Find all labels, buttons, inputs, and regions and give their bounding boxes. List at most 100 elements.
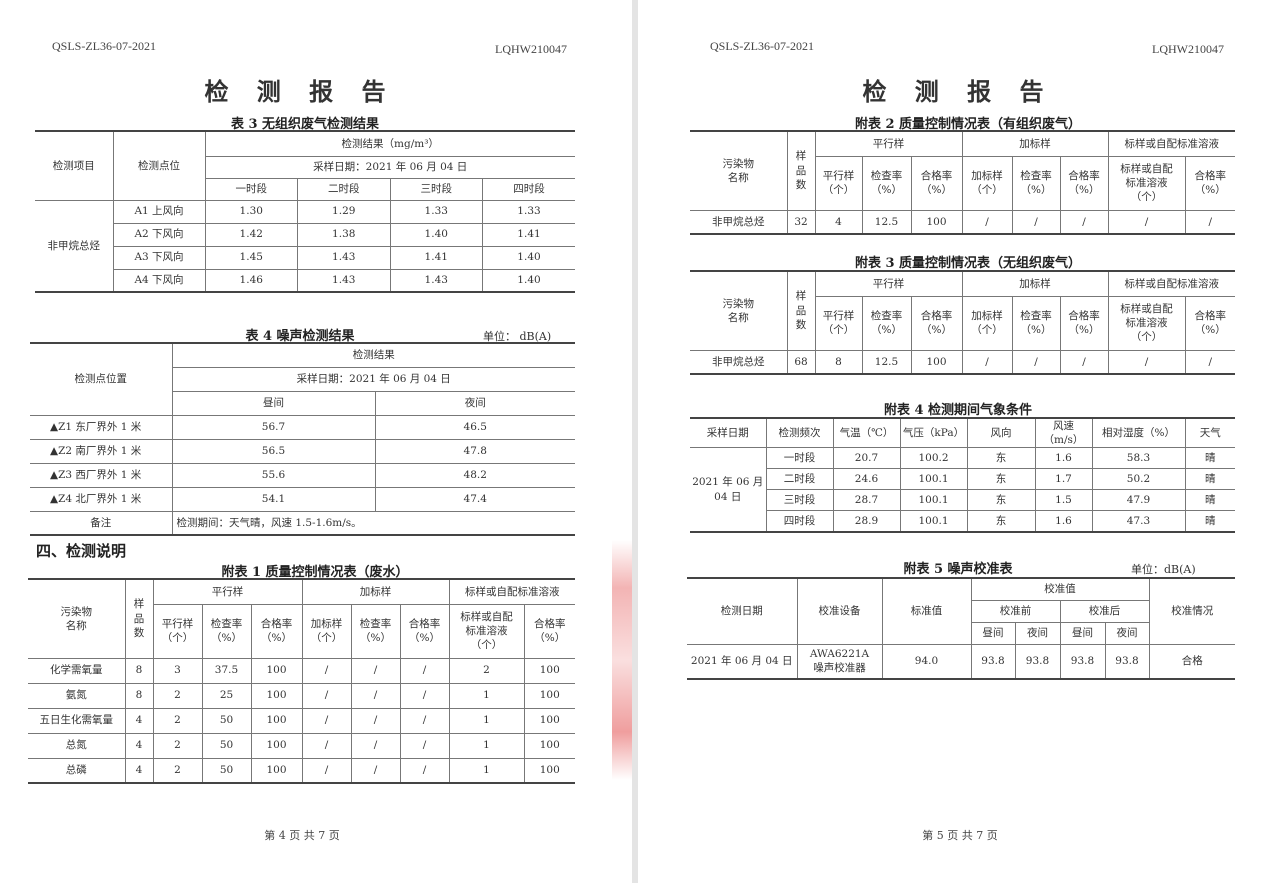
cell: / <box>350 732 401 759</box>
cell: 32 <box>786 209 816 235</box>
cell: / <box>399 707 450 734</box>
cell: 100.1 <box>899 510 968 533</box>
appendix3-title: 附表 3 质量控制情况表（无组织废气） <box>854 256 1082 271</box>
cell-value: 1.38 <box>297 222 391 247</box>
cell-day: 56.7 <box>171 414 376 440</box>
cell: / <box>399 757 450 784</box>
cell: 东 <box>966 510 1036 533</box>
table-row: 非甲烷总烃 32 4 12.5 100// / / / <box>690 209 1235 235</box>
cell: 4 <box>124 757 154 784</box>
header-standard: 标样或自配标准溶液 <box>1107 130 1235 157</box>
cell: / <box>1107 349 1186 375</box>
cell: 100 <box>250 707 303 734</box>
cell: 1 <box>448 732 525 759</box>
cell: 100 <box>523 682 575 709</box>
header-date: 检测日期 <box>687 577 798 645</box>
cell: 100 <box>523 757 575 784</box>
header-item: 检测项目 <box>35 130 114 201</box>
appendix3-qc-unorganized-gas: 污染物 名称样 品 数平行样 加标样 标样或自配标准溶液 平行样 （个） 检查率 （%）… <box>690 270 1235 375</box>
document-code: QSLS-ZL36-07-2021 <box>52 39 156 53</box>
header-calibration: 校准值 <box>970 577 1150 601</box>
cell: 8 <box>124 657 154 684</box>
cell: 20.7 <box>832 447 901 470</box>
cell: 100 <box>910 349 963 375</box>
report-page-5: QSLS-ZL36-07-2021 LQHW210047 检 测 报 告 附表 … <box>638 0 1280 883</box>
cell-value: 1.43 <box>297 245 391 270</box>
table-row: 2021 年 06 月 04 日 AWA6221A 噪声校准器 94.0 93.… <box>687 643 1235 680</box>
cell: 1.6 <box>1034 447 1093 470</box>
cell-value: 1.46 <box>204 268 298 293</box>
cell: 8 <box>124 682 154 709</box>
header-period: 二时段 <box>297 177 391 201</box>
cell: 1.7 <box>1034 468 1093 491</box>
page-title: 检 测 报 告 <box>862 77 1054 106</box>
header-pass-rate: 合格率 （%） <box>1059 295 1109 351</box>
cell: / <box>350 657 401 684</box>
header-standard: 标样或自配标准溶液 <box>1107 270 1235 297</box>
table-row: 总氮 4 2 50 100///1 100 <box>28 732 575 759</box>
cell: 总氮 <box>28 732 126 759</box>
cell: / <box>301 707 352 734</box>
cell: 一时段 <box>765 447 834 470</box>
header-samples: 样 品 数 <box>786 130 816 211</box>
page-gutter <box>632 0 638 883</box>
document-code: QSLS-ZL36-07-2021 <box>710 39 814 53</box>
cell: 晴 <box>1184 447 1235 470</box>
cell-point: ▲Z4 北厂界外 1 米 <box>30 486 173 512</box>
header-col: 采样日期 <box>690 417 767 449</box>
header-check-rate: 检查率 （%） <box>201 603 252 659</box>
header-col: 相对湿度（%） <box>1091 417 1186 449</box>
header-parallel-count: 平行样 （个） <box>815 155 863 211</box>
table-row: 2021 年 06 月 04 日一时段 20.7 100.2 东 1.6 58.3 晴 <box>690 447 1235 533</box>
cell: 12.5 <box>861 349 912 375</box>
header-spike: 加标样 <box>301 578 450 605</box>
cell: 25 <box>201 682 252 709</box>
cell: / <box>1011 209 1061 235</box>
table4-unit: 单位： dB(A) <box>483 330 552 343</box>
cell-point: ▲Z1 东厂界外 1 米 <box>30 414 173 440</box>
report-number: LQHW210047 <box>495 42 567 56</box>
header-result: 校准情况 <box>1148 577 1235 645</box>
cell: 37.5 <box>201 657 252 684</box>
cell-day: 56.5 <box>171 438 376 464</box>
header-pass-rate: 合格率 （%） <box>399 603 450 659</box>
cell: / <box>350 707 401 734</box>
header-period: 一时段 <box>205 177 298 201</box>
cell-after-night: 93.8 <box>1104 643 1150 680</box>
cell: 晴 <box>1184 510 1235 533</box>
cell: 4 <box>124 732 154 759</box>
cell: 1 <box>448 682 525 709</box>
header-result: 检测结果 <box>171 342 575 368</box>
cell: 28.9 <box>832 510 901 533</box>
header-parallel: 平行样 <box>814 270 963 297</box>
cell-value: 1.41 <box>482 222 575 247</box>
header-pass-rate: 合格率 （%） <box>1184 155 1235 211</box>
header-pass-rate: 合格率 （%） <box>1059 155 1109 211</box>
cell-night: 47.8 <box>374 438 575 464</box>
table-row: 非甲烷总烃 A1 上风向 1.30 1.29 1.33 1.33 <box>35 199 575 293</box>
cell-point: A1 上风向 <box>112 199 206 224</box>
section-heading: 四、检测说明 <box>36 542 127 560</box>
header-period: 四时段 <box>482 177 575 201</box>
table-row: 二时段 24.6 100.1 东 1.7 50.2 晴 <box>690 468 1235 491</box>
header-device: 校准设备 <box>796 577 883 645</box>
cell-result: 合格 <box>1148 643 1235 680</box>
cell: 东 <box>966 468 1036 491</box>
cell: 12.5 <box>861 209 912 235</box>
header-spike: 加标样 <box>961 130 1109 157</box>
cell: / <box>1184 349 1235 375</box>
header-after-night: 夜间 <box>1104 621 1149 645</box>
header-night: 夜间 <box>374 390 575 416</box>
cell: / <box>1011 349 1061 375</box>
header-col: 检测频次 <box>765 417 834 449</box>
cell-value: 1.42 <box>204 222 298 247</box>
cell: / <box>961 349 1013 375</box>
header-parallel: 平行样 <box>814 130 963 157</box>
cell: 3 <box>152 657 203 684</box>
cell-device: AWA6221A 噪声校准器 <box>796 643 883 680</box>
cell: 47.3 <box>1091 510 1186 533</box>
cell: 50 <box>201 707 252 734</box>
appendix2-title: 附表 2 质量控制情况表（有组织废气） <box>854 117 1082 132</box>
cell-before-night: 93.8 <box>1014 643 1061 680</box>
cell: 4 <box>814 209 863 235</box>
